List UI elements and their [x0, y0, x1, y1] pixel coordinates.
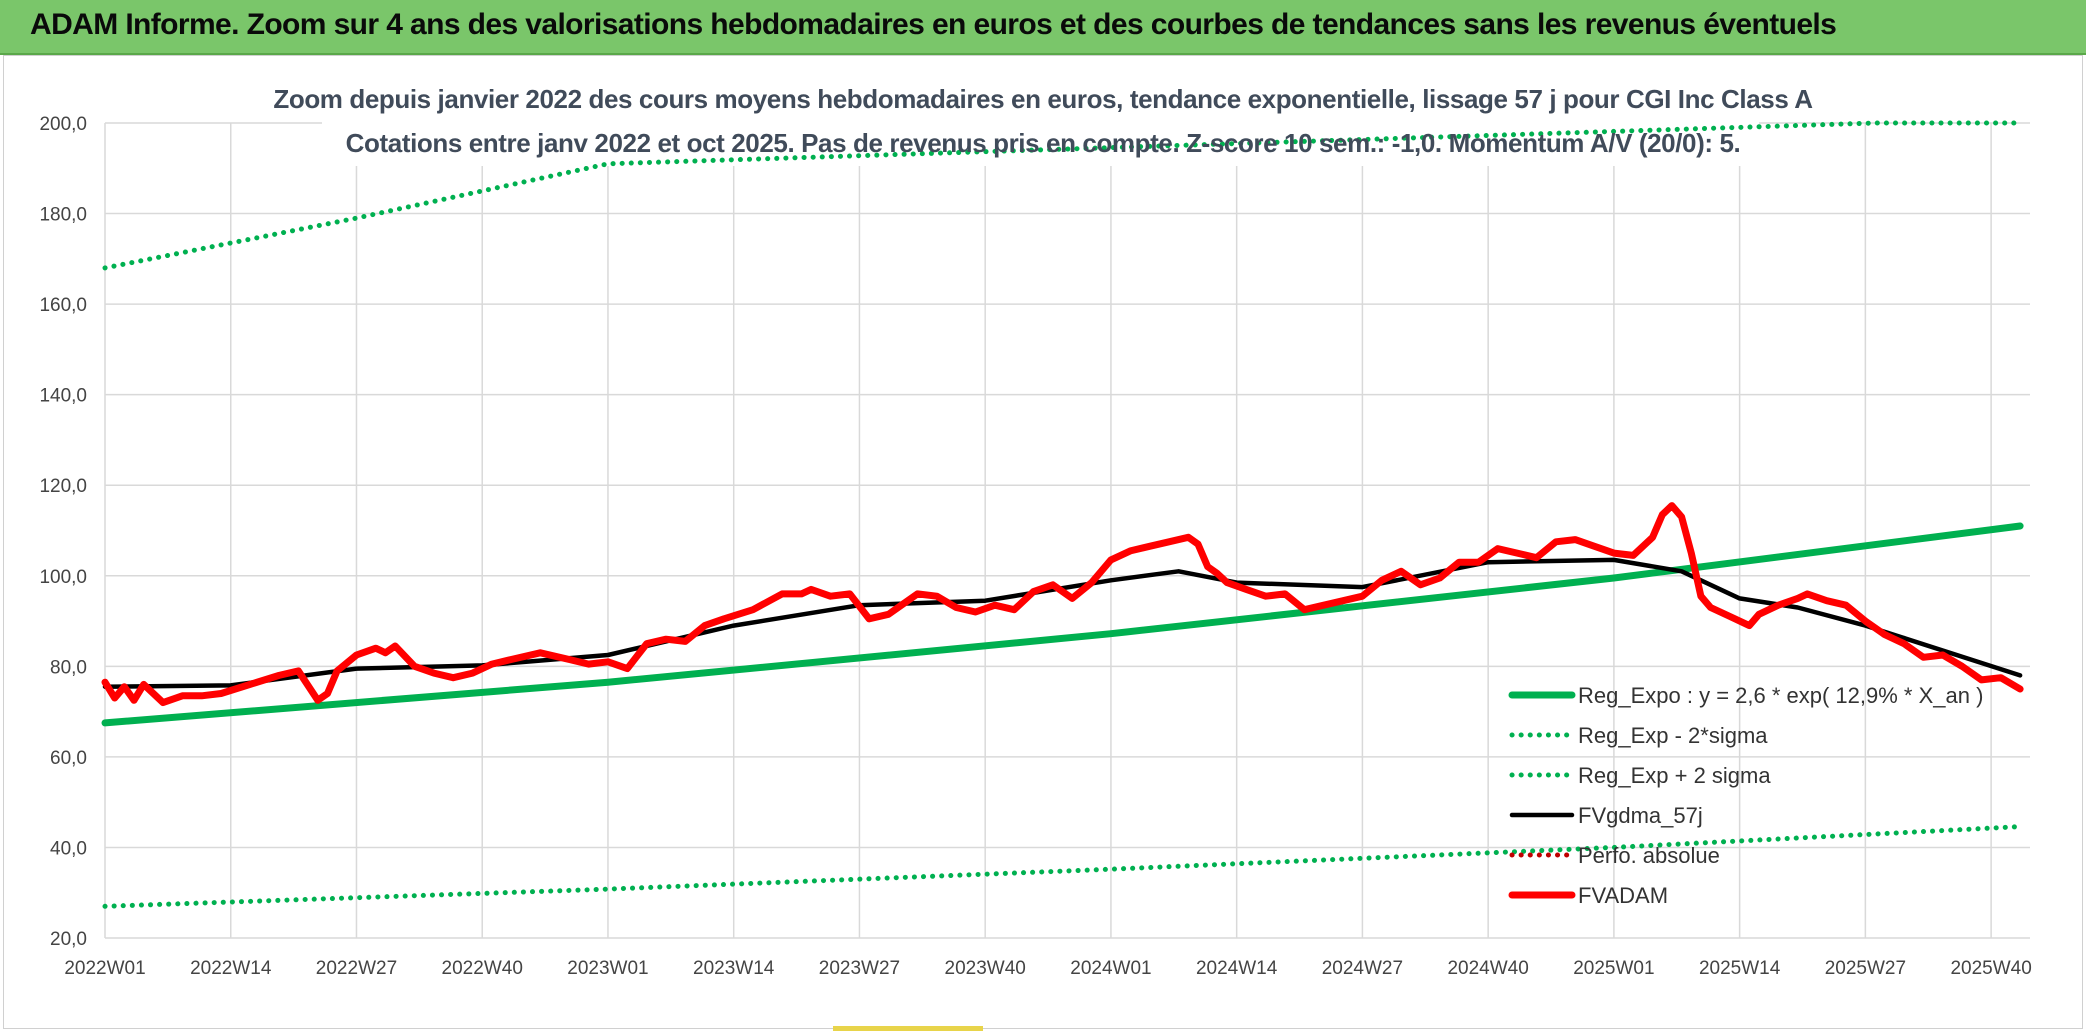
x-tick-label: 2022W27: [316, 958, 397, 979]
x-tick-label: 2023W27: [819, 958, 900, 979]
series-line-2: [102, 120, 2023, 271]
y-tick-label: 140,0: [39, 386, 87, 407]
chart-subtitle: Cotations entre janv 2022 et oct 2025. P…: [345, 128, 1741, 158]
legend-label: Reg_Exp + 2 sigma: [1578, 763, 1771, 788]
y-tick-label: 80,0: [50, 657, 87, 678]
x-tick-label: 2022W40: [442, 958, 523, 979]
banner-title: ADAM Informe. Zoom sur 4 ans des valoris…: [30, 8, 1837, 41]
x-tick-label: 2024W40: [1447, 958, 1528, 979]
x-tick-label: 2025W01: [1573, 958, 1654, 979]
x-tick-label: 2025W40: [1950, 958, 2031, 979]
y-tick-label: 60,0: [50, 748, 87, 769]
y-tick-label: 40,0: [50, 838, 87, 859]
legend-label: FVADAM: [1578, 883, 1668, 908]
y-tick-label: 180,0: [39, 205, 87, 226]
chart-title: Zoom depuis janvier 2022 des cours moyen…: [273, 84, 1813, 114]
legend-label: Perfo. absolue: [1578, 843, 1720, 868]
y-tick-label: 200,0: [39, 114, 87, 135]
legend-label: Reg_Expo : y = 2,6 * exp( 12,9% * X_an ): [1578, 683, 1983, 708]
bottom-accent-bar: [833, 1026, 983, 1031]
x-tick-label: 2023W01: [567, 958, 648, 979]
series-line-1: [102, 824, 2023, 909]
series-line-0: [101, 522, 2024, 727]
series-line-5: [101, 502, 2024, 707]
x-tick-label: 2024W01: [1070, 958, 1151, 979]
y-tick-label: 20,0: [50, 929, 87, 950]
x-tick-label: 2024W27: [1322, 958, 1403, 979]
y-tick-label: 100,0: [39, 567, 87, 588]
y-tick-label: 120,0: [39, 476, 87, 497]
x-tick-label: 2025W27: [1825, 958, 1906, 979]
x-tick-label: 2023W14: [693, 958, 775, 979]
chart-frame: [3, 55, 2083, 1029]
x-tick-label: 2023W40: [945, 958, 1026, 979]
legend-label: Reg_Exp - 2*sigma: [1578, 723, 1768, 748]
x-tick-label: 2022W14: [190, 958, 272, 979]
x-tick-label: 2022W01: [64, 958, 145, 979]
x-tick-label: 2024W14: [1196, 958, 1278, 979]
y-tick-label: 160,0: [39, 295, 87, 316]
x-tick-label: 2025W14: [1699, 958, 1781, 979]
banner: ADAM Informe. Zoom sur 4 ans des valoris…: [0, 0, 2086, 55]
series-line-3: [102, 557, 2023, 689]
legend-label: FVgdma_57j: [1578, 803, 1703, 828]
